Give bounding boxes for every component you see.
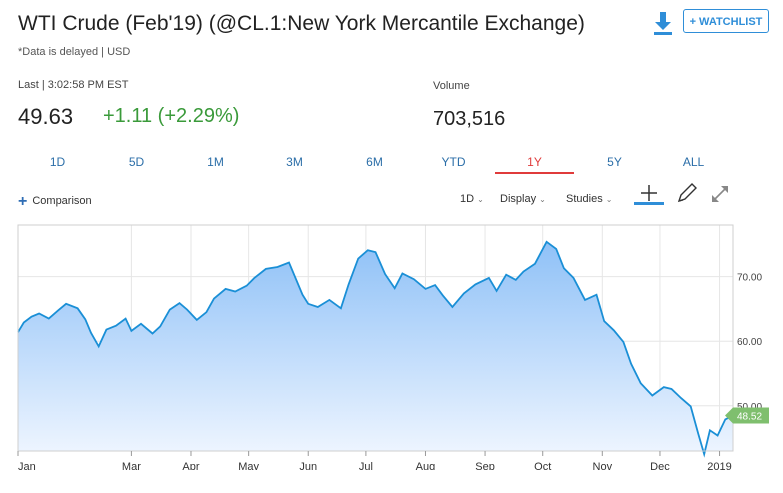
last-price-badge-label: 48.52: [737, 411, 762, 422]
last-price: 49.63: [18, 104, 74, 129]
x-tick-label: Jun: [299, 461, 317, 470]
x-tick-label: May: [238, 461, 259, 470]
chevron-down-icon: ⌄: [477, 195, 484, 204]
x-tick-label: Nov: [593, 461, 613, 470]
tab-3m[interactable]: 3M: [286, 155, 303, 169]
chevron-down-icon: ⌄: [539, 195, 546, 204]
download-icon[interactable]: [652, 10, 674, 36]
x-tick-label: Jan: [18, 461, 36, 470]
comparison-label: Comparison: [32, 195, 92, 207]
add-to-watchlist-button[interactable]: + WATCHLIST: [683, 9, 769, 33]
expand-icon[interactable]: [705, 183, 735, 205]
x-tick-label: Sep: [475, 461, 495, 470]
interval-dropdown[interactable]: 1D ⌄: [460, 193, 484, 205]
x-tick-label: 2019: [707, 461, 731, 470]
x-tick-label: Dec: [650, 461, 670, 470]
x-tick-label: Jul: [359, 461, 373, 470]
crosshair-icon[interactable]: [634, 183, 664, 205]
last-trade-label: Last | 3:02:58 PM EST: [18, 79, 129, 91]
price-area: [18, 241, 733, 455]
x-tick-label: Oct: [534, 461, 551, 470]
tab-5y[interactable]: 5Y: [607, 155, 622, 169]
plot-border: [17, 224, 734, 452]
tab-1m[interactable]: 1M: [207, 155, 224, 169]
last-price-badge-shape: [725, 407, 769, 424]
studies-dropdown[interactable]: Studies ⌄: [566, 193, 612, 205]
y-tick-label: 50.00: [737, 402, 762, 413]
y-tick-label: 70.00: [737, 273, 762, 284]
tab-ytd[interactable]: YTD: [441, 155, 466, 169]
data-delayed-note: *Data is delayed | USD: [18, 46, 131, 58]
volume-value: 703,516: [433, 108, 506, 130]
range-tabs: 1D 5D 1M 3M 6M YTD 1Y 5Y ALL: [18, 150, 733, 174]
x-tick-label: Apr: [182, 461, 199, 470]
tab-5d[interactable]: 5D: [128, 155, 145, 169]
tab-1d[interactable]: 1D: [49, 155, 66, 169]
studies-label: Studies: [566, 193, 603, 205]
display-dropdown[interactable]: Display ⌄: [500, 193, 546, 205]
volume-label: Volume: [433, 80, 470, 92]
y-tick-label: 60.00: [737, 337, 762, 348]
last-price-badge: 48.52: [725, 407, 769, 424]
x-tick-label: Mar: [122, 461, 141, 470]
tab-1y[interactable]: 1Y: [495, 150, 574, 174]
pencil-icon[interactable]: [672, 183, 702, 205]
plus-icon: +: [18, 193, 28, 210]
page-title: WTI Crude (Feb'19) (@CL.1:New York Merca…: [18, 12, 585, 35]
chevron-down-icon: ⌄: [605, 195, 613, 204]
comparison-button[interactable]: + Comparison: [18, 193, 92, 211]
tab-all[interactable]: ALL: [682, 155, 705, 169]
price-change: +1.11 (+2.29%): [103, 105, 240, 127]
price-line: [17, 240, 734, 458]
interval-label: 1D: [460, 193, 475, 205]
display-label: Display: [500, 193, 537, 205]
x-tick-label: Aug: [416, 461, 436, 470]
price-chart: 50.00 60.00 70.00 Jan Mar Apr May Jun Jul Aug Sep…: [17, 224, 769, 470]
tab-6m[interactable]: 6M: [366, 155, 383, 169]
